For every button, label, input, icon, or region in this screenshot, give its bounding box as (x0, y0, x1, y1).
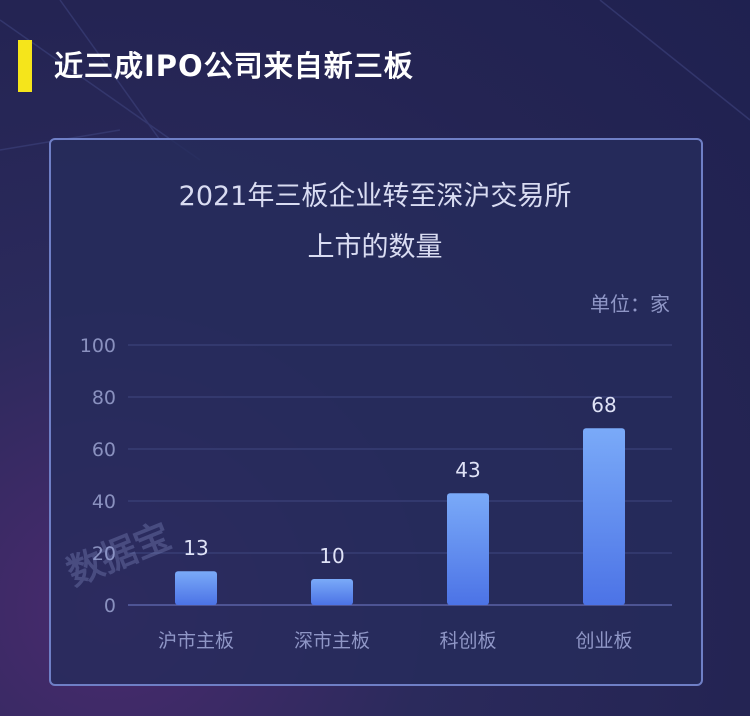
y-tick-label: 60 (92, 439, 116, 461)
bar-value-label: 68 (591, 393, 616, 417)
y-tick-label: 0 (104, 595, 116, 617)
y-tick-label: 40 (92, 491, 116, 513)
header-accent-bar (18, 40, 32, 92)
unit-label: 单位：家 (590, 292, 670, 316)
x-tick-label: 深市主板 (294, 630, 370, 652)
bar-value-label: 43 (455, 458, 480, 482)
x-tick-label: 沪市主板 (158, 630, 234, 652)
bar (447, 493, 489, 605)
chart-title-line1: 2021年三板企业转至深沪交易所 (178, 181, 572, 212)
bar-value-label: 10 (319, 544, 344, 568)
x-tick-label: 创业板 (575, 630, 632, 652)
y-tick-label: 80 (92, 387, 116, 409)
bar (583, 428, 625, 605)
chart-title-line2: 上市的数量 (307, 232, 443, 263)
y-tick-label: 100 (80, 335, 116, 357)
bar-value-label: 13 (183, 536, 208, 560)
x-tick-label: 科创板 (439, 630, 496, 652)
page-title: 近三成IPO公司来自新三板 (54, 49, 414, 83)
bar (311, 579, 353, 605)
y-tick-label: 20 (92, 543, 116, 565)
bar (175, 571, 217, 605)
